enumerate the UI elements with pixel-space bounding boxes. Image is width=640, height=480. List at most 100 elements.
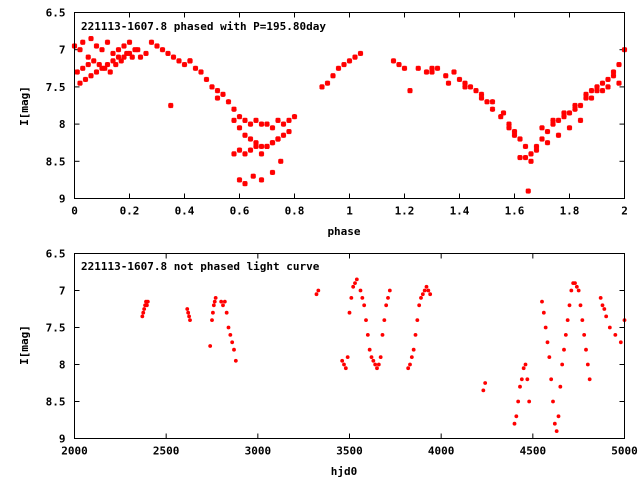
phased-data-point [113, 61, 119, 68]
phased-data-point [528, 158, 534, 165]
unphased-x-axis-label: hjd0 [331, 465, 358, 478]
phased-data-point [275, 117, 281, 124]
phased-data-point [401, 65, 408, 72]
unphased-data-point [519, 377, 524, 382]
unphased-data-point [211, 310, 215, 315]
phased-data-point [88, 73, 94, 79]
unphased-data-point [582, 333, 587, 337]
phased-data-point [500, 110, 507, 116]
phased-data-point [286, 128, 292, 135]
phased-data-point [159, 46, 166, 53]
phased-data-point [577, 102, 584, 109]
unphased-data-point [228, 333, 233, 337]
unphased-x-tick-label: 5000 [611, 445, 638, 458]
phased-data-point [231, 106, 237, 112]
phased-plot-frame [74, 12, 625, 199]
phased-data-point [264, 143, 270, 150]
phased-data-point [104, 61, 111, 68]
phased-data-point [192, 65, 199, 72]
phased-data-point [467, 84, 474, 90]
unphased-data-point [552, 421, 557, 426]
unphased-data-points [140, 277, 627, 433]
unphased-data-point [353, 281, 357, 285]
unphased-data-point [145, 303, 149, 308]
unphased-data-point [349, 296, 354, 300]
unphased-data-point [343, 366, 348, 371]
unphased-data-point [314, 292, 319, 297]
unphased-data-point [188, 318, 192, 322]
unphased-data-point [422, 288, 427, 293]
phased-data-point [555, 117, 562, 124]
phased-data-point [118, 58, 124, 64]
phased-data-point [91, 58, 97, 64]
unphased-data-point [364, 318, 368, 322]
unphased-y-tick-label: 8.5 [46, 396, 66, 409]
phased-x-tick-label: 1.8 [560, 205, 580, 218]
phased-data-point [258, 121, 265, 127]
phased-data-point [126, 50, 133, 57]
unphased-y-tick-label: 9 [59, 433, 66, 446]
phased-data-point [610, 69, 617, 75]
phased-data-point [236, 147, 243, 153]
unphased-y-axis-label: I[mag] [18, 325, 31, 365]
phased-x-tick-label: 1.6 [505, 205, 525, 218]
phased-data-point [275, 136, 281, 142]
phased-data-point [594, 87, 600, 94]
phased-data-point [390, 58, 397, 64]
unphased-data-point [516, 399, 521, 404]
unphased-data-point [541, 310, 546, 315]
phased-data-point [85, 61, 91, 68]
phased-data-point [220, 91, 226, 98]
phased-data-point [539, 125, 545, 131]
phased-data-point [242, 151, 248, 157]
phased-data-point [214, 95, 221, 101]
unphased-data-point [574, 284, 579, 289]
phased-data-point [132, 46, 138, 53]
phased-data-point [478, 91, 485, 98]
phased-data-point [423, 69, 430, 75]
phased-data-point [258, 143, 265, 150]
phased-y-tick-label: 6.5 [46, 7, 66, 20]
phased-data-point [462, 84, 468, 90]
unphased-x-tick-label: 2000 [61, 445, 88, 458]
phased-data-point [236, 125, 243, 131]
unphased-data-point [565, 318, 570, 322]
phased-data-point [528, 151, 534, 157]
phased-data-point [168, 102, 174, 109]
phased-data-point [473, 87, 479, 94]
phased-data-point [264, 121, 270, 127]
phased-data-point [242, 132, 248, 138]
unphased-data-point [483, 381, 488, 385]
unphased-plot-frame [74, 253, 625, 439]
phased-data-point [80, 39, 86, 45]
phased-data-point [341, 61, 347, 68]
phased-data-point [236, 113, 243, 120]
phased-data-points [71, 35, 628, 194]
phased-data-point [253, 143, 259, 150]
phased-data-point [176, 58, 182, 64]
unphased-data-point [213, 296, 218, 300]
phased-data-point [511, 132, 518, 138]
unphased-data-point [387, 288, 392, 293]
unphased-data-point [598, 296, 603, 300]
unphased-data-point [558, 384, 563, 389]
unphased-data-point [378, 355, 383, 359]
phased-data-point [231, 151, 237, 157]
phased-data-point [225, 99, 232, 105]
phased-data-point [498, 113, 504, 120]
phased-data-point [522, 143, 529, 150]
phased-data-point [429, 65, 435, 72]
unphased-x-tick-label: 2500 [153, 445, 180, 458]
phased-data-point [561, 110, 567, 116]
phased-axis-ticks: 0 0.2 0.4 0.6 0.8 1 1.2 1.4 1.6 1.8 2 6.5 7 7.5 8 8.5 9 [46, 7, 628, 218]
phased-data-point [550, 121, 556, 127]
phased-data-point [566, 125, 573, 131]
unphased-data-point [371, 358, 376, 363]
unphased-data-point [420, 292, 425, 297]
phased-data-point [214, 87, 221, 94]
unphased-data-point [428, 292, 433, 297]
phased-y-tick-label: 9 [59, 193, 66, 206]
unphased-data-point [415, 318, 420, 322]
phased-data-point [506, 125, 512, 131]
unphased-data-point [360, 296, 365, 300]
